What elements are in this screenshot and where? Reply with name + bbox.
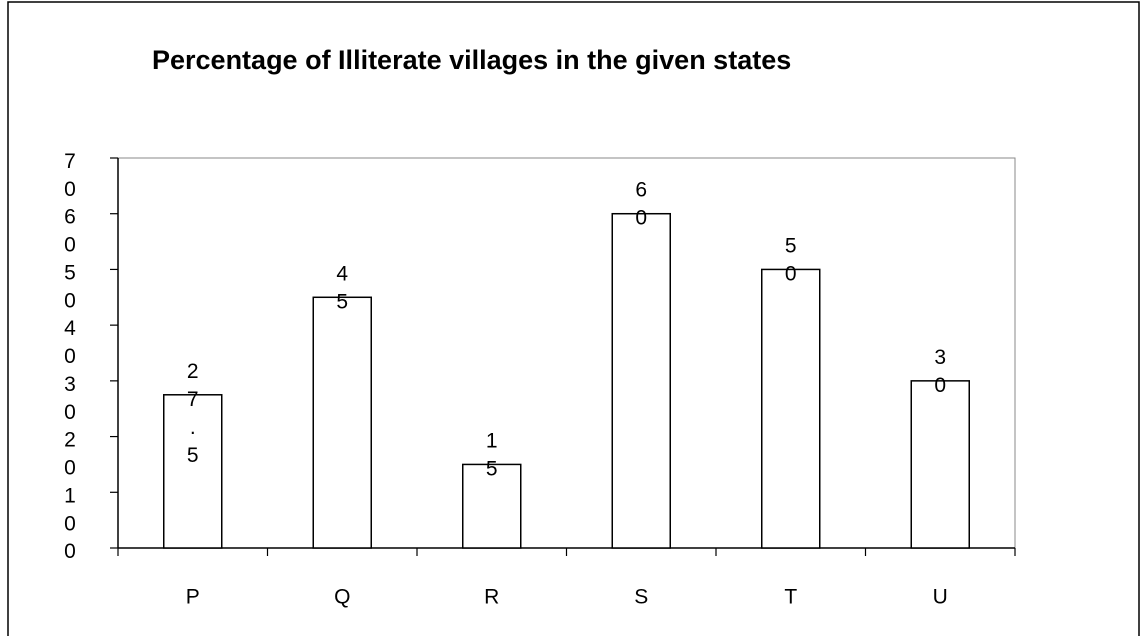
x-tick-label: P bbox=[186, 586, 200, 609]
x-tick-label: Q bbox=[334, 586, 350, 609]
x-tick-label: R bbox=[484, 586, 499, 609]
bar bbox=[462, 463, 522, 549]
y-tick-label: 0 bbox=[64, 540, 76, 563]
bar bbox=[312, 296, 372, 549]
bar bbox=[611, 212, 671, 549]
bar bbox=[910, 380, 970, 549]
x-tick-label: S bbox=[634, 586, 648, 609]
x-tick-label: T bbox=[784, 586, 797, 609]
chart-title: Percentage of Illiterate villages in the… bbox=[152, 45, 792, 75]
x-tick-label: U bbox=[933, 586, 948, 609]
frame bbox=[7, 1, 1140, 636]
plot-area bbox=[117, 157, 1016, 549]
bar bbox=[163, 394, 223, 549]
bar bbox=[761, 268, 821, 549]
